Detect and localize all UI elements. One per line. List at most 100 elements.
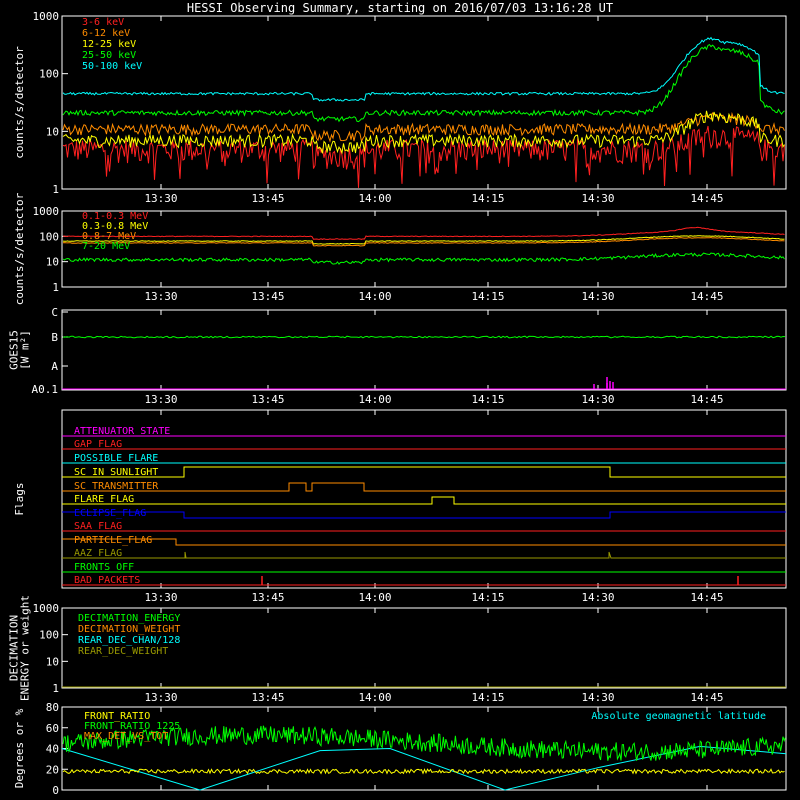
y-tick-label: 1 [52,682,59,695]
legend-entry: 0.8-7 MeV [82,231,136,242]
flag-label: AAZ_FLAG [74,548,122,559]
geomag-latitude-line [61,745,787,791]
series-line [62,236,785,247]
x-tick-label: 14:45 [690,393,723,406]
x-tick-label: 14:45 [690,591,723,604]
legend-entry: 12-25 keV [82,39,136,50]
flag-label: SAA_FLAG [74,521,122,532]
y-tick-label: 80 [46,701,59,714]
legend-entry: FRONT_RATIO [84,711,150,722]
x-tick-label: 14:45 [690,290,723,303]
y-tick-label: 60 [46,722,59,735]
legend-entry: DECIMATION_WEIGHT [78,624,180,635]
flag-label: SC_TRANSMITTER [74,481,159,492]
panel-frame [61,309,787,391]
y-tick-label: 1000 [33,602,60,615]
y-tick-label: 100 [39,629,59,642]
x-tick-label: 14:00 [358,691,391,704]
panel-frame [61,409,787,589]
flag-line [62,482,786,492]
y-axis-label: GOES15 [8,330,21,370]
y-axis-label: ENERGY or weight [19,595,32,701]
flag-label: ECLIPSE_FLAG [74,508,146,519]
series-line [62,768,785,775]
legend-entry: 7-20 MeV [82,241,130,252]
y-tick-label: 1 [52,281,59,294]
panel-frame [61,210,787,288]
geomag-annotation: Absolute geomagnetic latitude [591,711,766,722]
series-line [62,36,785,102]
flag-line [62,466,786,478]
series-line [62,252,785,265]
legend-entry: 6-12 keV [82,28,130,39]
x-tick-label: 13:45 [251,591,284,604]
flag-line [62,551,786,559]
flag-line [62,511,786,519]
x-tick-label: 14:15 [471,591,504,604]
x-tick-label: 13:30 [144,591,177,604]
x-tick-label: 13:30 [144,192,177,205]
flag-line [62,538,786,546]
y-tick-label: B [51,331,58,344]
y-tick-label: 10 [46,256,59,269]
y-tick-label: 40 [46,743,59,756]
flag-label: FRONTS_OFF [74,562,134,573]
x-tick-label: 14:00 [358,290,391,303]
series-line [62,235,785,245]
y-tick-label: 0 [52,784,59,797]
x-tick-label: 14:45 [690,192,723,205]
flag-label: POSSIBLE_FLARE [74,453,158,464]
series-line [62,725,786,761]
legend-entry: 25-50 keV [82,50,136,61]
flag-label: FLARE_FLAG [74,494,134,505]
legend-entry: 50-100 keV [82,61,142,72]
flag-label: SC_IN_SUNLIGHT [74,467,158,478]
x-tick-label: 14:30 [581,192,614,205]
goes-series-line [62,335,786,339]
x-tick-label: 13:30 [144,393,177,406]
x-tick-label: 14:30 [581,393,614,406]
y-axis-label: counts/s/detector [13,192,26,305]
x-tick-label: 13:30 [144,290,177,303]
x-tick-label: 14:00 [358,192,391,205]
x-tick-label: 14:30 [581,691,614,704]
x-tick-label: 13:45 [251,691,284,704]
y-axis-label: Degrees or % [13,708,26,788]
y-axis-label: [W m²] [19,330,32,370]
panel-frame [61,607,787,689]
x-tick-label: 14:15 [471,393,504,406]
x-tick-label: 14:00 [358,393,391,406]
series-line [62,226,785,240]
y-tick-label: 20 [46,763,59,776]
y-tick-label: 1000 [33,10,60,23]
legend-entry: REAR_DEC_WEIGHT [78,646,168,657]
legend-entry: DECIMATION_ENERGY [78,613,180,624]
y-tick-label: 10 [46,655,59,668]
x-tick-label: 13:45 [251,393,284,406]
flag-label: ATTENUATOR_STATE [74,426,170,437]
y-tick-label: A [51,360,58,373]
y-axis-label: Flags [13,482,26,515]
x-tick-label: 14:30 [581,290,614,303]
legend-entry: 0.3-0.8 MeV [82,221,148,232]
legend-entry: MAX_DET_VS_TOT [84,731,168,742]
x-tick-label: 14:15 [471,192,504,205]
y-axis-label: DECIMATION [8,615,21,681]
chart-title: HESSI Observing Summary, starting on 201… [187,1,613,15]
flag-line [62,496,786,505]
legend-entry: 0.1-0.3 MeV [82,211,148,222]
y-tick-label: A0.1 [32,383,59,396]
y-tick-label: 100 [39,68,59,81]
legend-entry: 3-6 keV [82,17,124,28]
x-tick-label: 13:30 [144,691,177,704]
flag-label: GAP_FLAG [74,439,122,450]
y-tick-label: 10 [46,125,59,138]
flag-label: PARTICLE_FLAG [74,535,152,546]
series-line [62,111,785,143]
y-tick-label: 1 [52,183,59,196]
x-tick-label: 14:30 [581,591,614,604]
y-tick-label: 1000 [33,205,60,218]
legend-entry: REAR_DEC_CHAN/128 [78,635,180,646]
series-line [62,110,785,155]
